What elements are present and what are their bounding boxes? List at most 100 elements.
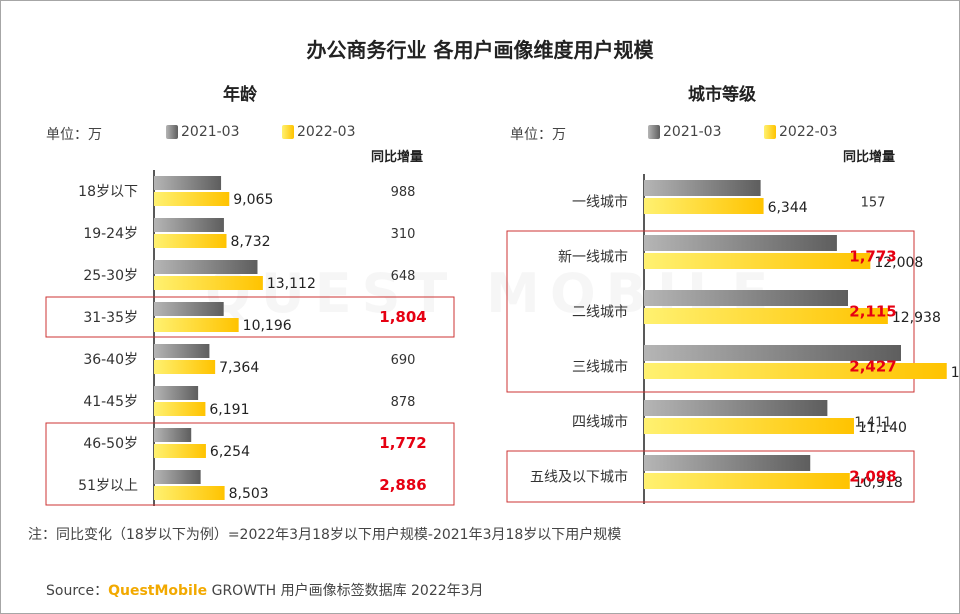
age-category-label: 46-50岁 — [83, 436, 138, 452]
age-bar-2021 — [154, 386, 199, 400]
age-category-label: 31-35岁 — [83, 310, 138, 326]
age-value-label: 7,364 — [219, 360, 259, 376]
legend-label-2021: 2021-03 — [663, 124, 722, 140]
age-yoy-label: 1,772 — [379, 434, 426, 452]
age-bar-2022 — [154, 402, 206, 416]
legend-swatch-2022 — [282, 125, 294, 139]
source-rest: GROWTH 用户画像标签数据库 2022年3月 — [207, 583, 484, 599]
age-yoy-label: 690 — [391, 353, 416, 368]
city-category-label: 一线城市 — [572, 194, 628, 211]
age-panel-title: 年龄 — [223, 85, 257, 105]
city-legend-2022: 2022-03 — [764, 124, 838, 140]
age-bar-2022 — [154, 192, 230, 206]
age-bar-2022 — [154, 486, 225, 500]
age-bar-2022 — [154, 234, 227, 248]
age-value-label: 8,732 — [231, 234, 271, 250]
age-category-label: 25-30岁 — [83, 268, 138, 284]
city-yoy-label: 1,773 — [849, 248, 896, 266]
city-bar-2022 — [644, 363, 947, 379]
age-category-label: 18岁以下 — [78, 184, 138, 200]
age-bar-2021 — [154, 344, 210, 358]
legend-swatch-2021 — [648, 125, 660, 139]
city-highlight-box — [506, 230, 915, 393]
age-value-label: 8,503 — [229, 486, 269, 502]
age-category-label: 19-24岁 — [83, 226, 138, 242]
source-line: Source：QuestMobile GROWTH 用户画像标签数据库 2022… — [46, 580, 484, 600]
city-category-label: 四线城市 — [572, 414, 628, 431]
city-value-label: 10,918 — [854, 475, 903, 491]
legend-label-2022: 2022-03 — [779, 124, 838, 140]
city-bar-2022 — [644, 473, 850, 489]
city-bar-2021 — [644, 455, 811, 471]
age-bar-2021 — [154, 218, 224, 232]
city-bar-2022 — [644, 253, 871, 269]
age-bar-2021 — [154, 302, 224, 316]
city-bar-2021 — [644, 345, 901, 361]
city-value-label: 16,062 — [951, 365, 960, 381]
age-bar-2022 — [154, 444, 206, 458]
city-yoy-label: 157 — [861, 196, 886, 211]
age-bar-2022 — [154, 276, 263, 290]
legend-label-2022: 2022-03 — [297, 124, 356, 140]
city-panel-title: 城市等级 — [688, 85, 756, 105]
age-bar-chart: 18岁以下 9,065 988 19-24岁 8,732 310 25-30岁 13,112 6… — [45, 170, 455, 506]
age-yoy-label: 2,886 — [379, 476, 426, 494]
age-legend-2021: 2021-03 — [166, 124, 240, 140]
legend-swatch-2021 — [166, 125, 178, 139]
page-title: 办公商务行业 各用户画像维度用户规模 — [306, 38, 654, 62]
age-unit-label: 单位：万 — [46, 127, 102, 143]
age-category-label: 36-40岁 — [83, 352, 138, 368]
age-value-label: 6,191 — [209, 402, 249, 418]
age-category-label: 41-45岁 — [83, 394, 138, 410]
city-bar-2021 — [644, 235, 837, 251]
age-value-label: 10,196 — [243, 318, 292, 334]
age-yoy-header: 同比增量 — [371, 150, 424, 165]
age-highlight-box — [45, 422, 455, 506]
age-value-label: 9,065 — [233, 192, 273, 208]
city-bar-2021 — [644, 290, 848, 306]
age-bar-2022 — [154, 360, 216, 374]
age-yoy-label: 310 — [391, 227, 416, 242]
age-legend-2022: 2022-03 — [282, 124, 356, 140]
city-category-label: 新一线城市 — [558, 249, 628, 266]
city-value-label: 11,140 — [858, 420, 907, 436]
age-bar-2021 — [154, 260, 258, 274]
age-category-label: 51岁以上 — [78, 478, 138, 494]
city-value-label: 6,344 — [768, 200, 808, 216]
age-highlight-box — [45, 296, 455, 338]
city-bar-2022 — [644, 418, 854, 434]
city-category-label: 三线城市 — [572, 359, 628, 376]
age-yoy-label: 648 — [391, 269, 416, 284]
city-yoy-label: 2,098 — [849, 468, 896, 486]
city-yoy-header: 同比增量 — [843, 150, 896, 165]
city-yoy-label: 1,411 — [854, 416, 891, 431]
city-highlight-box — [506, 450, 915, 503]
age-value-label: 6,254 — [210, 444, 250, 460]
city-bar-2022 — [644, 308, 888, 324]
source-brand: QuestMobile — [108, 583, 208, 599]
city-bar-2021 — [644, 180, 761, 196]
city-category-label: 五线及以下城市 — [530, 469, 628, 486]
city-value-label: 12,008 — [874, 255, 923, 271]
age-yoy-label: 988 — [391, 185, 416, 200]
city-bar-2022 — [644, 198, 764, 214]
age-bar-2021 — [154, 176, 222, 190]
age-yoy-label: 878 — [391, 395, 416, 410]
age-yoy-label: 1,804 — [379, 308, 426, 326]
source-prefix: Source： — [46, 583, 109, 599]
age-bar-2021 — [154, 428, 192, 442]
city-value-label: 12,938 — [892, 310, 941, 326]
city-yoy-label: 2,115 — [849, 303, 896, 321]
city-category-label: 二线城市 — [572, 304, 628, 321]
legend-swatch-2022 — [764, 125, 776, 139]
age-bar-2021 — [154, 470, 201, 484]
city-bar-2021 — [644, 400, 828, 416]
footnote: 注：同比变化（18岁以下为例）=2022年3月18岁以下用户规模-2021年3月… — [28, 527, 622, 543]
age-value-label: 13,112 — [267, 276, 316, 292]
age-bar-2022 — [154, 318, 239, 332]
city-unit-label: 单位：万 — [510, 127, 566, 143]
city-legend-2021: 2021-03 — [648, 124, 722, 140]
legend-label-2021: 2021-03 — [181, 124, 240, 140]
city-yoy-label: 2,427 — [849, 358, 896, 376]
